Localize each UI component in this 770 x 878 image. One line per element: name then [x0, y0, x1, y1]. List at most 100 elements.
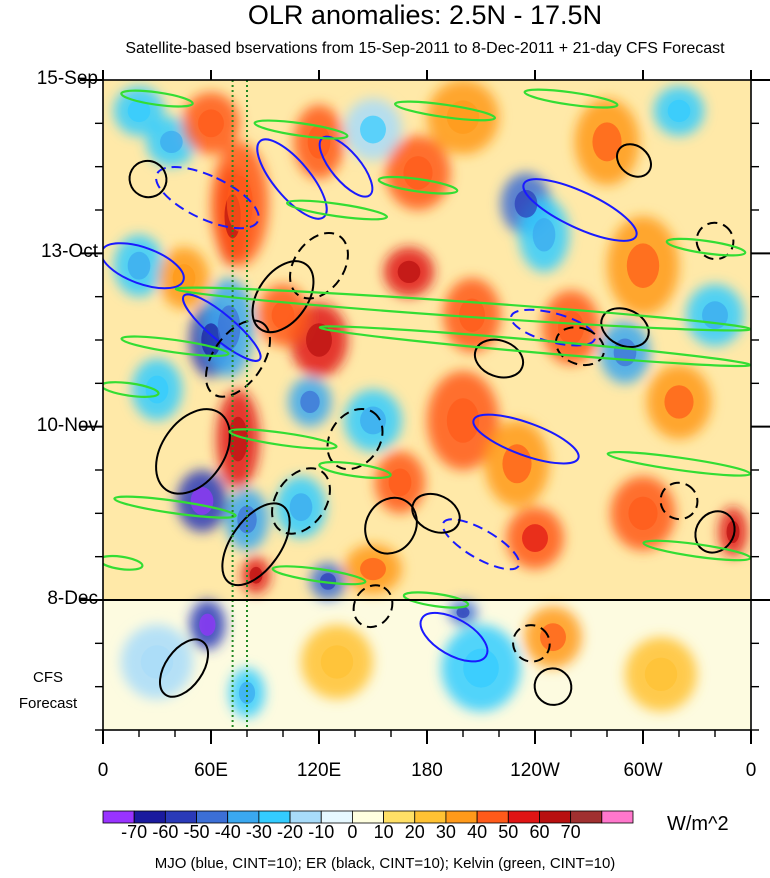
anomaly-core	[456, 606, 470, 618]
contour-layer	[103, 80, 751, 730]
colorbar-tick-label: 40	[467, 822, 488, 842]
kelvin-contour	[393, 100, 497, 122]
anomaly-core	[664, 385, 694, 419]
anomaly-core	[459, 298, 485, 332]
mjo-contour	[419, 611, 489, 663]
anomaly-core	[514, 189, 538, 218]
er-contour	[695, 221, 735, 261]
axis-layer	[80, 70, 770, 744]
anomaly-core	[319, 573, 337, 590]
er-contour	[533, 667, 573, 706]
er-contour	[251, 260, 315, 334]
y-tick-label: 8-Dec	[47, 588, 98, 609]
anomaly-core	[403, 156, 433, 190]
anomaly-core	[360, 115, 386, 144]
mjo-contour	[182, 293, 262, 362]
y-tick-label: 15-Sep	[36, 68, 98, 89]
anomaly-core	[446, 398, 480, 443]
colorbar-tick-label: 60	[529, 822, 550, 842]
x-tick-label: 120W	[510, 760, 560, 781]
anomaly-core	[532, 218, 556, 252]
er-contour	[364, 496, 418, 555]
legend-note: MJO (blue, CINT=10); ER (black, CINT=10)…	[154, 855, 616, 872]
er-contour	[326, 407, 384, 471]
er-contour	[600, 307, 650, 349]
anomaly-core	[360, 557, 386, 581]
anomaly-core	[463, 648, 499, 688]
colorbar-tick-label: 20	[404, 822, 425, 842]
er-contour	[554, 326, 606, 367]
kelvin-contour	[103, 554, 144, 571]
anomaly-core	[198, 109, 224, 138]
kelvin-contour	[285, 199, 389, 221]
anomaly-core	[127, 251, 151, 280]
mjo-contour	[441, 518, 521, 571]
colorbar-tick-label: -50	[183, 822, 210, 842]
anomaly-core	[217, 305, 241, 350]
anomaly-core	[226, 175, 253, 232]
colorbar-tick-label: -40	[214, 822, 241, 842]
er-contour	[204, 319, 272, 398]
er-contour	[352, 584, 394, 629]
anomaly-core	[160, 130, 183, 154]
anomaly-core	[140, 645, 174, 679]
anomaly-core	[592, 122, 622, 162]
anomaly-core	[199, 613, 216, 636]
anomaly-core	[289, 493, 313, 522]
anomaly-core	[397, 260, 421, 284]
colorbar-swatch	[601, 810, 634, 824]
colorbar-tick-label: -10	[308, 822, 335, 842]
x-tick-label: 0	[97, 760, 109, 781]
heatmap-layer	[103, 80, 751, 730]
anomaly-core	[726, 520, 740, 544]
anomaly-core	[540, 623, 566, 652]
mjo-contour	[472, 413, 580, 465]
kelvin-contour	[228, 428, 338, 450]
kelvin-contour	[402, 591, 470, 609]
mjo-contour	[103, 242, 185, 290]
x-tick-label: 180	[411, 760, 443, 781]
x-tick-label: 120E	[296, 760, 342, 781]
er-contour	[473, 338, 525, 379]
kelvin-contour	[253, 119, 349, 140]
kelvin-contour	[665, 237, 747, 257]
kelvin-contour	[113, 495, 237, 519]
colorbar-tick-label: 50	[498, 822, 519, 842]
forecast-label: CFS Forecast	[8, 665, 88, 717]
er-contour	[411, 492, 461, 534]
anomaly-core	[613, 338, 637, 367]
anomaly-core	[190, 487, 214, 515]
er-contour	[659, 481, 699, 521]
mjo-contour	[522, 178, 638, 242]
anomaly-core	[644, 657, 678, 691]
colorbar	[102, 810, 634, 824]
colorbar-tick-label: 30	[435, 822, 456, 842]
x-tick-label: 0	[745, 760, 757, 781]
forecast-label-line2: Forecast	[18, 695, 78, 712]
er-contour	[158, 638, 210, 698]
anomaly-core	[522, 524, 548, 553]
anomaly-core	[320, 645, 354, 679]
colorbar-tick-label: 70	[560, 822, 581, 842]
chart-subtitle: Satellite-based bservations from 15-Sep-…	[125, 40, 725, 57]
er-contour	[221, 502, 291, 587]
anomaly-core	[360, 406, 386, 435]
forecast-label-line1: CFS	[33, 669, 63, 686]
anomaly-core	[628, 496, 658, 531]
er-contour	[271, 467, 331, 535]
anomaly-core	[271, 301, 295, 330]
colorbar-tick-label: -30	[245, 822, 272, 842]
y-tick-label: 10-Nov	[36, 414, 98, 436]
kelvin-contour	[103, 381, 160, 398]
anomaly-core	[306, 323, 332, 357]
kelvin-contour	[318, 325, 751, 368]
kelvin-contour	[318, 460, 392, 480]
er-contour	[512, 624, 551, 663]
anomaly-core	[626, 243, 660, 288]
anomaly-core	[300, 390, 320, 414]
er-contour	[694, 510, 736, 554]
kelvin-contour	[377, 175, 459, 195]
er-contour	[155, 408, 231, 495]
kelvin-contour	[120, 89, 194, 108]
